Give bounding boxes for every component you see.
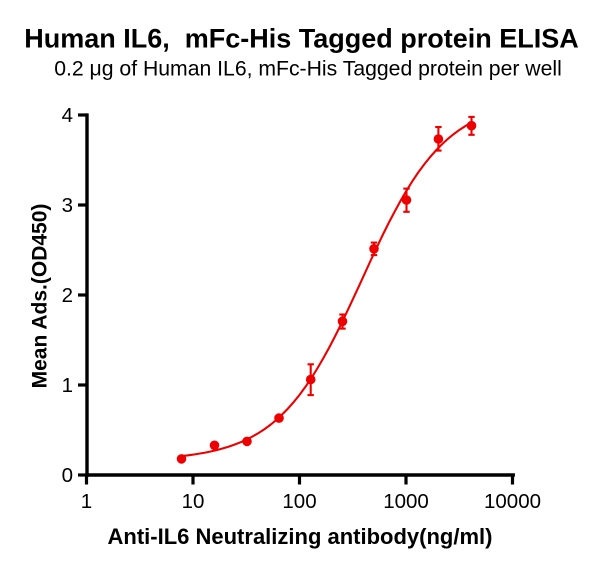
svg-text:4: 4: [62, 104, 73, 127]
svg-text:3: 3: [62, 194, 73, 217]
svg-text:Human IL6, mFc-His Tagged pro: Human IL6, mFc-His Tagged protein ELISA: [24, 24, 579, 54]
svg-text:0.2 μg of Human IL6, mFc-His T: 0.2 μg of Human IL6, mFc-His Tagged prot…: [54, 58, 562, 81]
svg-text:Mean Ads.(OD450): Mean Ads.(OD450): [29, 204, 52, 389]
svg-text:1000: 1000: [383, 490, 429, 513]
svg-text:100: 100: [282, 490, 316, 513]
svg-text:1: 1: [81, 490, 92, 513]
svg-text:10: 10: [182, 490, 205, 513]
svg-text:10000: 10000: [484, 490, 541, 513]
svg-text:2: 2: [62, 284, 73, 307]
svg-text:0: 0: [62, 464, 73, 487]
svg-text:Anti-IL6 Neutralizing antibody: Anti-IL6 Neutralizing antibody(ng/ml): [108, 524, 493, 549]
svg-text:1: 1: [62, 374, 73, 397]
